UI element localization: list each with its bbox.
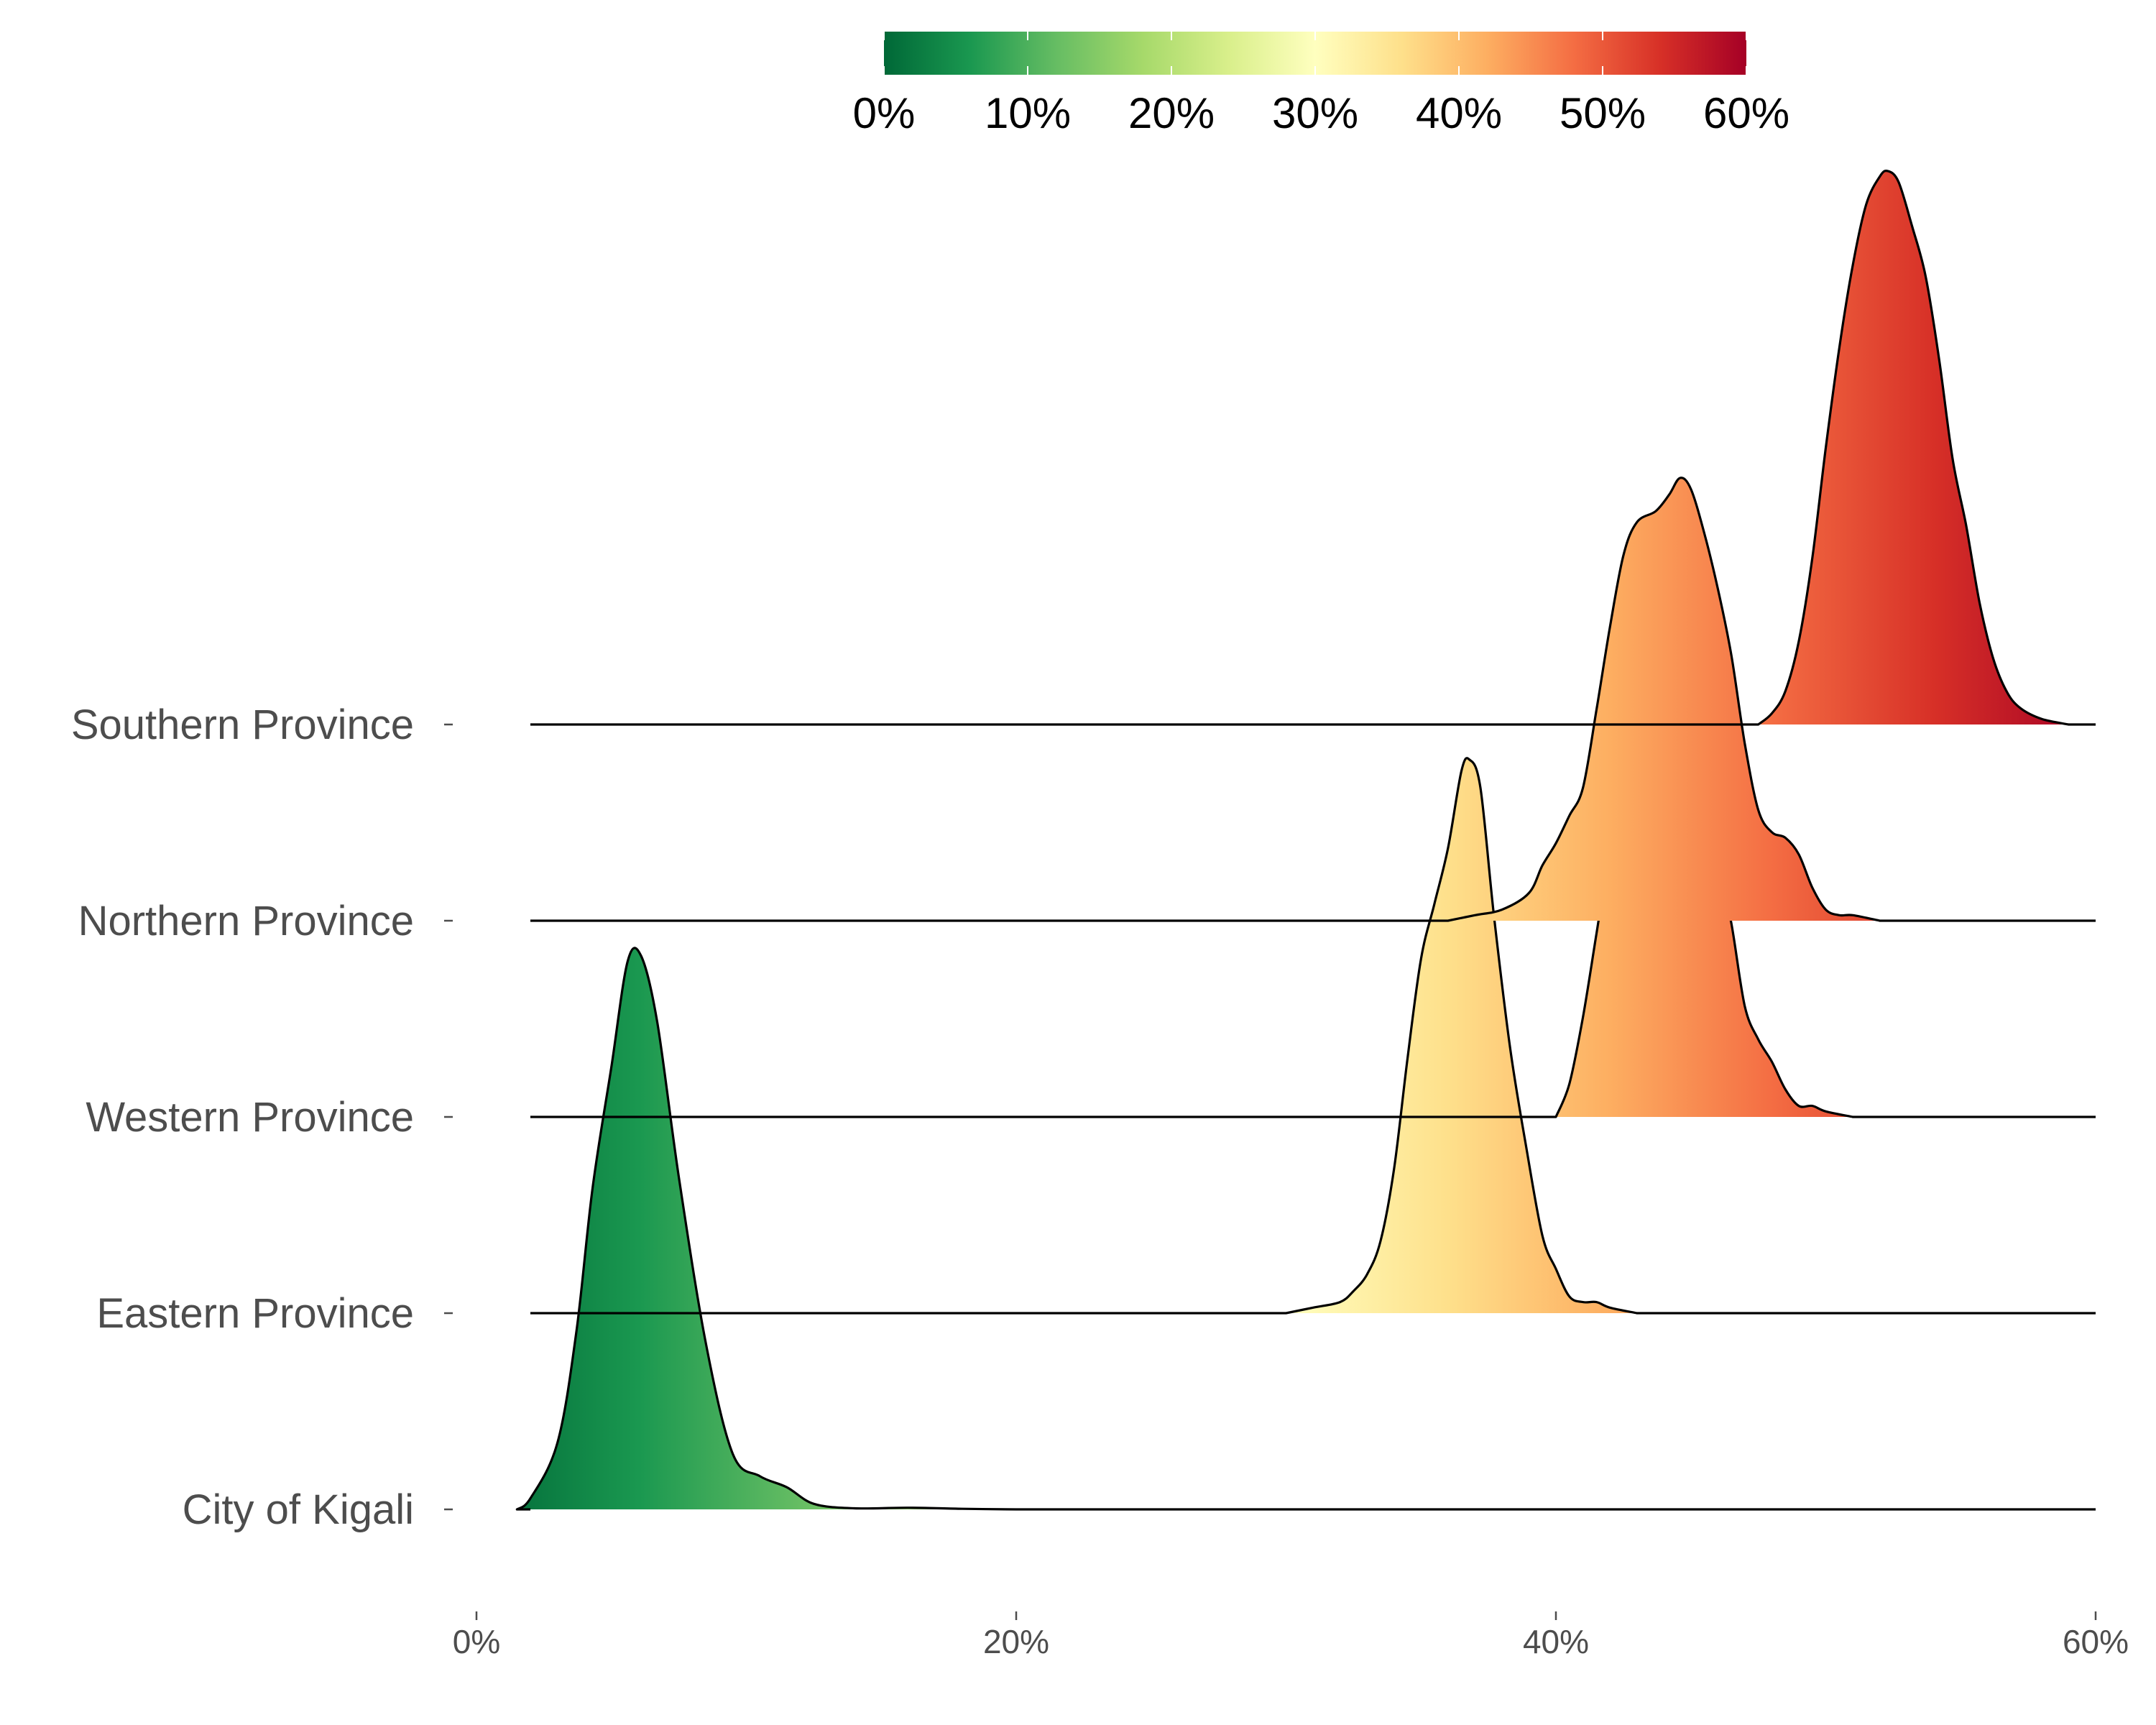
ridge-fill [1758, 170, 2069, 724]
colorbar-tick-label: 60% [1703, 89, 1789, 137]
y-label-southern-province: Southern Province [71, 702, 414, 748]
color-legend: 0% 10% 20% 30% 40% 50% 60% [853, 32, 1789, 137]
ridge-eastern-province [530, 757, 2096, 1315]
ridge-fill [517, 947, 1016, 1509]
y-label-eastern-province: Eastern Province [96, 1290, 414, 1337]
x-tick-label: 60% [2063, 1623, 2129, 1660]
ridge-city-of-kigali [515, 947, 2096, 1511]
colorbar-tick-label: 0% [853, 89, 916, 137]
x-tick-label: 40% [1523, 1623, 1589, 1660]
y-label-city-of-kigali: City of Kigali [183, 1486, 414, 1533]
ridges [515, 169, 2096, 1511]
x-axis: 0% 20% 40% 60% [453, 1611, 2129, 1660]
ridge-northern-province [530, 477, 2096, 922]
colorbar-tick-label: 50% [1560, 89, 1646, 137]
colorbar-tick-label: 40% [1416, 89, 1502, 137]
colorbar-ticks [883, 32, 1747, 75]
y-label-northern-province: Northern Province [78, 898, 414, 944]
ridge-outline [530, 757, 2096, 1315]
x-tick-label: 0% [453, 1623, 500, 1660]
colorbar-labels: 0% 10% 20% 30% 40% 50% 60% [853, 89, 1789, 137]
ridge-fill [1286, 758, 1637, 1313]
ridge-western-province [530, 673, 2096, 1118]
ridge-southern-province [530, 169, 2096, 726]
colorbar-tick-label: 20% [1128, 89, 1215, 137]
x-tick-label: 20% [983, 1623, 1049, 1660]
ridge-fill [1447, 477, 1880, 921]
colorbar-tick-label: 10% [985, 89, 1071, 137]
colorbar-tick-label: 30% [1272, 89, 1358, 137]
ridge-outline [530, 169, 2096, 726]
y-axis-labels: City of Kigali Eastern Province Western Pr… [71, 702, 453, 1533]
ridge-outline [515, 947, 2096, 1511]
ridge-outline [530, 673, 2096, 1118]
ridge-outline [530, 477, 2096, 922]
y-label-western-province: Western Province [86, 1094, 414, 1141]
